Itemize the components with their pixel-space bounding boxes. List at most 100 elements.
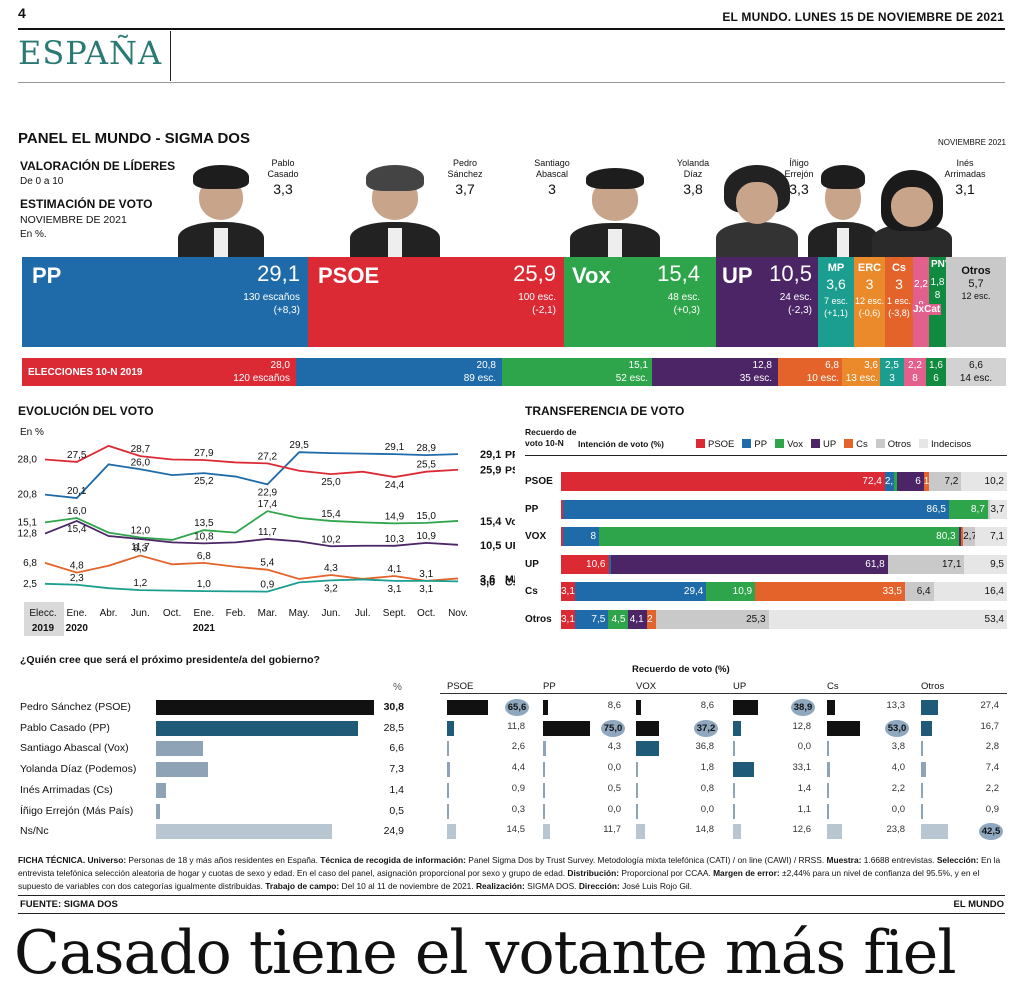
series-end-label: PSOE bbox=[505, 465, 515, 477]
cross-value: 0,0 bbox=[607, 762, 621, 774]
cross-value: 33,1 bbox=[792, 762, 812, 774]
leader-abascal: Santiago Abascal 3 bbox=[527, 158, 577, 196]
transfer-segment-cs: 33,5 bbox=[755, 582, 905, 601]
cross-value: 4,3 bbox=[607, 741, 621, 753]
cross-value: 42,5 bbox=[979, 823, 1003, 841]
data-label: 20,1 bbox=[67, 486, 87, 497]
leader-last-name: Casado bbox=[267, 169, 299, 179]
ficha-text: Panel Sigma Dos by Trust Survey. Metodol… bbox=[465, 855, 827, 865]
ficha-term: FICHA TÉCNICA. Universo: bbox=[18, 855, 127, 865]
data-label: 28,7 bbox=[131, 444, 151, 455]
party-seats: 8 bbox=[934, 290, 941, 301]
ficha-term: Realización: bbox=[475, 881, 525, 891]
section-title: ESPAÑA bbox=[18, 34, 163, 72]
elecciones-up: 12,8 35 esc. bbox=[652, 358, 778, 386]
estimacion-psoe: PSOE 25,9 100 esc. (-2,1) bbox=[308, 257, 564, 347]
cross-value: 13,3 bbox=[886, 700, 906, 711]
footer-rule-2 bbox=[18, 913, 1005, 914]
party-seats: 7 esc. bbox=[823, 296, 848, 306]
transfer-segment-pp: 7,5 bbox=[574, 609, 609, 629]
candidate-label: Íñigo Errejón (Más País) bbox=[20, 804, 134, 817]
transfer-segment-pp: 29,4 bbox=[574, 582, 707, 601]
leader-score: 3,7 bbox=[455, 181, 475, 197]
party-seats: 10 esc. bbox=[806, 372, 839, 384]
leader-casado: Pablo Casado 3,3 bbox=[258, 158, 308, 197]
leader-first-name: Yolanda bbox=[676, 158, 710, 168]
cross-bar bbox=[827, 720, 861, 736]
party-pct: 15,4 bbox=[657, 261, 700, 286]
transfer-segment-pp: 8 bbox=[563, 527, 600, 546]
data-label: 5,4 bbox=[260, 558, 274, 569]
x-tick-label: Ene. bbox=[194, 608, 215, 619]
cross-value: 4,4 bbox=[511, 762, 525, 774]
party-name: PP bbox=[32, 263, 62, 288]
cross-value: 1,8 bbox=[700, 762, 714, 774]
party-seats: 13 esc. bbox=[845, 372, 878, 384]
data-label: 4,8 bbox=[70, 561, 84, 572]
party-seats: 12 esc. bbox=[961, 291, 991, 301]
estimacion-jxcat: 2,2 8 bbox=[913, 257, 929, 347]
transfer-segment-indecisos: 10,2 bbox=[961, 472, 1007, 491]
cross-bar bbox=[921, 762, 926, 778]
leader-last-name: Errejón bbox=[784, 169, 814, 179]
data-label: 4,3 bbox=[324, 563, 338, 574]
party-name: ERC bbox=[857, 262, 882, 274]
party-sub: 48 esc. (+0,3) bbox=[668, 291, 700, 317]
cross-value: 65,6 bbox=[505, 699, 529, 716]
transfer-segment-psoe bbox=[561, 499, 564, 519]
cross-bar bbox=[921, 782, 923, 798]
cross-bar bbox=[543, 741, 546, 757]
cross-column-header: Cs bbox=[827, 681, 839, 692]
legend-item: Cs bbox=[836, 439, 868, 450]
series-line bbox=[44, 519, 459, 548]
data-label: 17,4 bbox=[258, 499, 278, 510]
transfer-segment-vox: 80,3 bbox=[599, 527, 959, 546]
leader-first-name: Pablo bbox=[271, 158, 295, 168]
party-sub: 130 escaños (+8,3) bbox=[243, 291, 300, 317]
cross-value: 11,8 bbox=[507, 720, 525, 732]
transfer-segment-otros: 7,2 bbox=[929, 472, 962, 491]
diaz-photo bbox=[716, 165, 798, 257]
leader-score: 3,3 bbox=[273, 181, 293, 197]
legend-label: PSOE bbox=[708, 439, 735, 450]
fuente: FUENTE: SIGMA DOS bbox=[20, 899, 118, 910]
legend-item: Indecisos bbox=[911, 439, 971, 450]
estimacion-title: ESTIMACIÓN DE VOTO bbox=[20, 197, 153, 211]
cross-bar bbox=[921, 803, 923, 819]
legend-swatch bbox=[696, 439, 705, 448]
estimacion-up: UP 10,5 24 esc. (-2,3) bbox=[716, 257, 818, 347]
ficha-text: José Luis Rojo Gil. bbox=[619, 881, 692, 891]
x-tick-year: 2020 bbox=[66, 623, 89, 634]
cross-bar bbox=[921, 824, 948, 840]
cross-value: 14,8 bbox=[695, 824, 715, 836]
data-label: 29,5 bbox=[289, 440, 309, 451]
top-rule bbox=[18, 28, 1005, 30]
cross-value: 27,4 bbox=[980, 700, 1000, 711]
pnv-label: PNV bbox=[931, 259, 952, 270]
data-label: 3,0 bbox=[480, 576, 495, 588]
party-pct: 10,5 bbox=[769, 261, 812, 286]
party-sub: 24 esc. (-2,3) bbox=[780, 291, 812, 317]
party-pct: 29,1 bbox=[257, 261, 300, 286]
legend-item: PP bbox=[734, 439, 767, 450]
estimacion-unit: En %. bbox=[20, 229, 47, 240]
candidate-bar bbox=[156, 762, 208, 778]
legend-item: PSOE bbox=[688, 439, 734, 450]
cross-header-rule bbox=[440, 693, 1007, 694]
candidate-bar bbox=[156, 782, 166, 798]
party-pct: 3 bbox=[865, 276, 874, 292]
cross-value: 14,5 bbox=[506, 824, 526, 836]
data-label: 25,9 bbox=[480, 465, 501, 477]
leader-last-name: Arrimadas bbox=[944, 169, 986, 179]
party-seats: 24 esc. bbox=[779, 292, 812, 303]
arrimadas-photo bbox=[872, 170, 952, 257]
legend-swatch bbox=[742, 439, 752, 448]
party-name: MP bbox=[827, 262, 845, 274]
x-tick-year: 2019 bbox=[32, 623, 55, 634]
cross-bar bbox=[921, 720, 932, 736]
series-cs: 2,5 2,3 1,2 1,0 0,9 3,2 3,1 3,1 3,0 Cs bbox=[23, 573, 515, 595]
party-pct: 3,6 bbox=[864, 360, 878, 371]
candidate-pct: 0,5 bbox=[389, 804, 404, 817]
data-label: 11,7 bbox=[258, 527, 277, 538]
x-tick-label: Jun. bbox=[131, 608, 150, 619]
